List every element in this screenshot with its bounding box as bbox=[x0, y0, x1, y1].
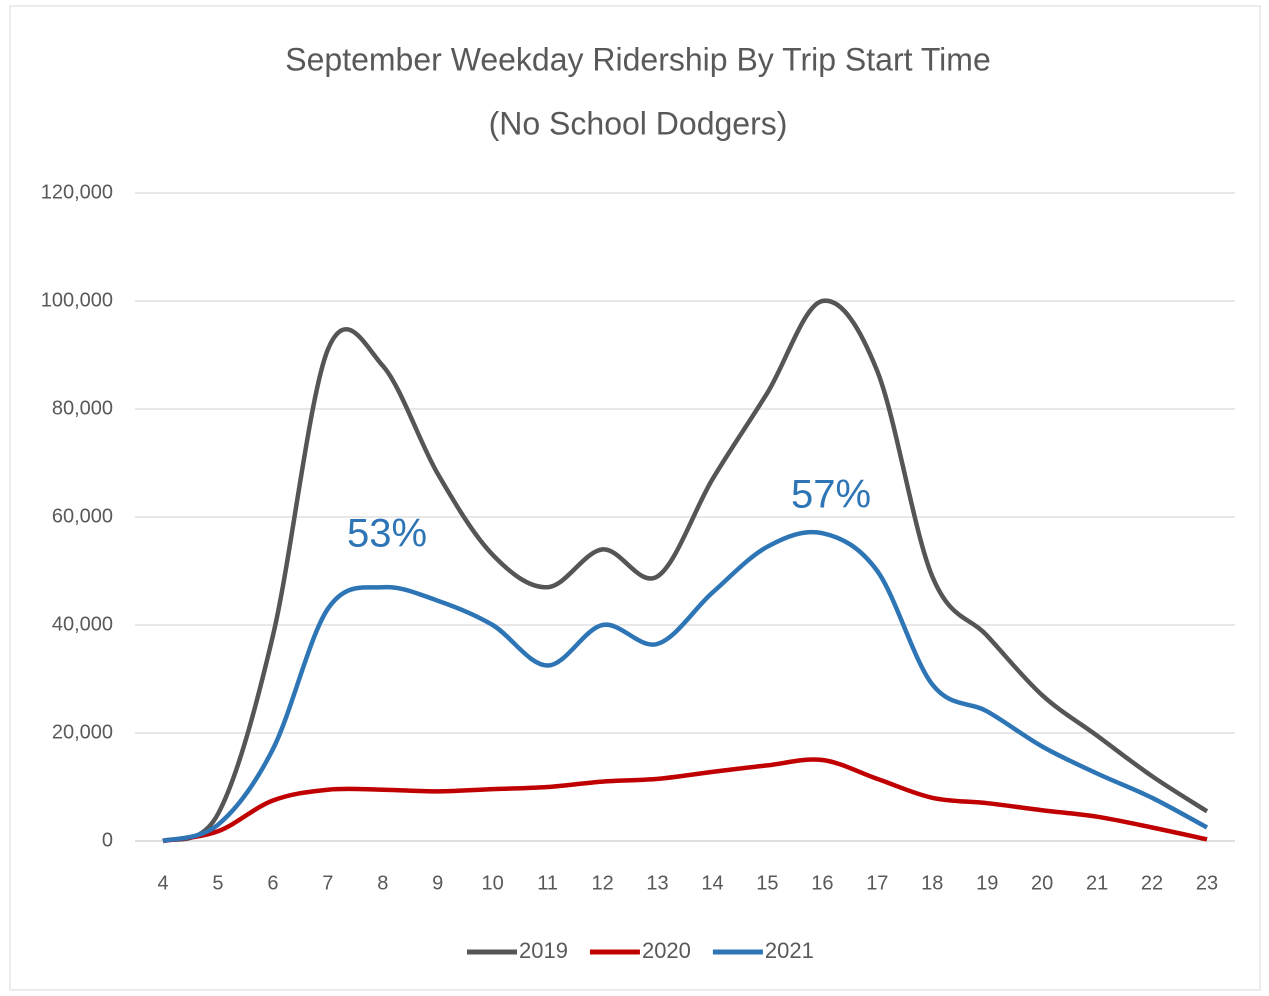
series-line bbox=[162, 529, 1209, 844]
annotation: 57% bbox=[791, 473, 871, 517]
x-tick-label: 10 bbox=[482, 872, 504, 894]
y-tick-label: 100,000 bbox=[41, 289, 113, 311]
y-tick-label: 0 bbox=[102, 829, 113, 851]
legend-label: 2021 bbox=[765, 938, 814, 963]
y-tick-label: 120,000 bbox=[41, 181, 113, 203]
x-tick-label: 6 bbox=[267, 872, 278, 894]
x-tick-label: 20 bbox=[1031, 872, 1053, 894]
x-tick-label: 9 bbox=[432, 872, 443, 894]
y-tick-label: 80,000 bbox=[52, 397, 113, 419]
legend-label: 2020 bbox=[642, 938, 691, 963]
x-tick-label: 22 bbox=[1141, 872, 1163, 894]
y-tick-label: 60,000 bbox=[52, 505, 113, 527]
x-tick-label: 15 bbox=[756, 872, 778, 894]
x-tick-label: 17 bbox=[866, 872, 888, 894]
x-tick-label: 23 bbox=[1196, 872, 1218, 894]
x-tick-label: 18 bbox=[921, 872, 943, 894]
chart-subtitle: (No School Dodgers) bbox=[489, 105, 788, 141]
legend-label: 2019 bbox=[519, 938, 568, 963]
x-tick-label: 7 bbox=[322, 872, 333, 894]
x-tick-label: 16 bbox=[811, 872, 833, 894]
y-tick-label: 20,000 bbox=[52, 721, 113, 743]
x-tick-label: 14 bbox=[701, 872, 723, 894]
x-tick-label: 12 bbox=[591, 872, 613, 894]
x-tick-label: 5 bbox=[212, 872, 223, 894]
annotation: 53% bbox=[347, 512, 427, 556]
x-tick-label: 4 bbox=[157, 872, 168, 894]
chart-title: September Weekday Ridership By Trip Star… bbox=[285, 41, 990, 77]
x-tick-label: 13 bbox=[646, 872, 668, 894]
chart-frame bbox=[9, 5, 1261, 991]
x-tick-label: 11 bbox=[537, 872, 558, 894]
series-line bbox=[162, 757, 1208, 844]
x-tick-label: 19 bbox=[976, 872, 998, 894]
x-tick-label: 21 bbox=[1086, 872, 1108, 894]
y-tick-label: 40,000 bbox=[52, 613, 113, 635]
series-line bbox=[162, 298, 1209, 844]
x-tick-label: 8 bbox=[377, 872, 388, 894]
